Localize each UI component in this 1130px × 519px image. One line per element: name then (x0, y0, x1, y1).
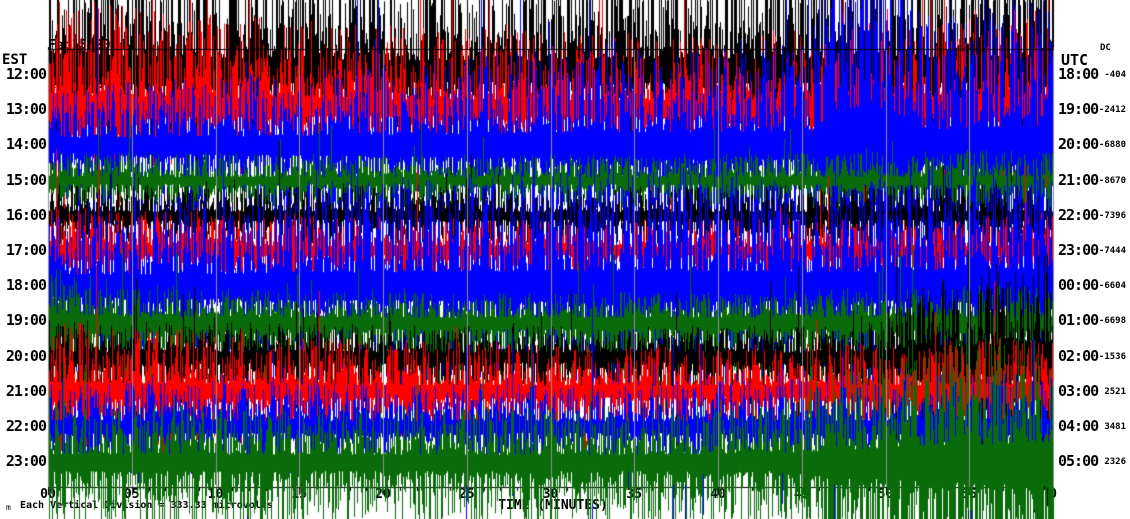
webicorder-display: Feb15,2024 ROC HHZ LD (LDEO) EST UTC DC … (0, 0, 1130, 519)
seismogram-canvas (0, 0, 1130, 519)
